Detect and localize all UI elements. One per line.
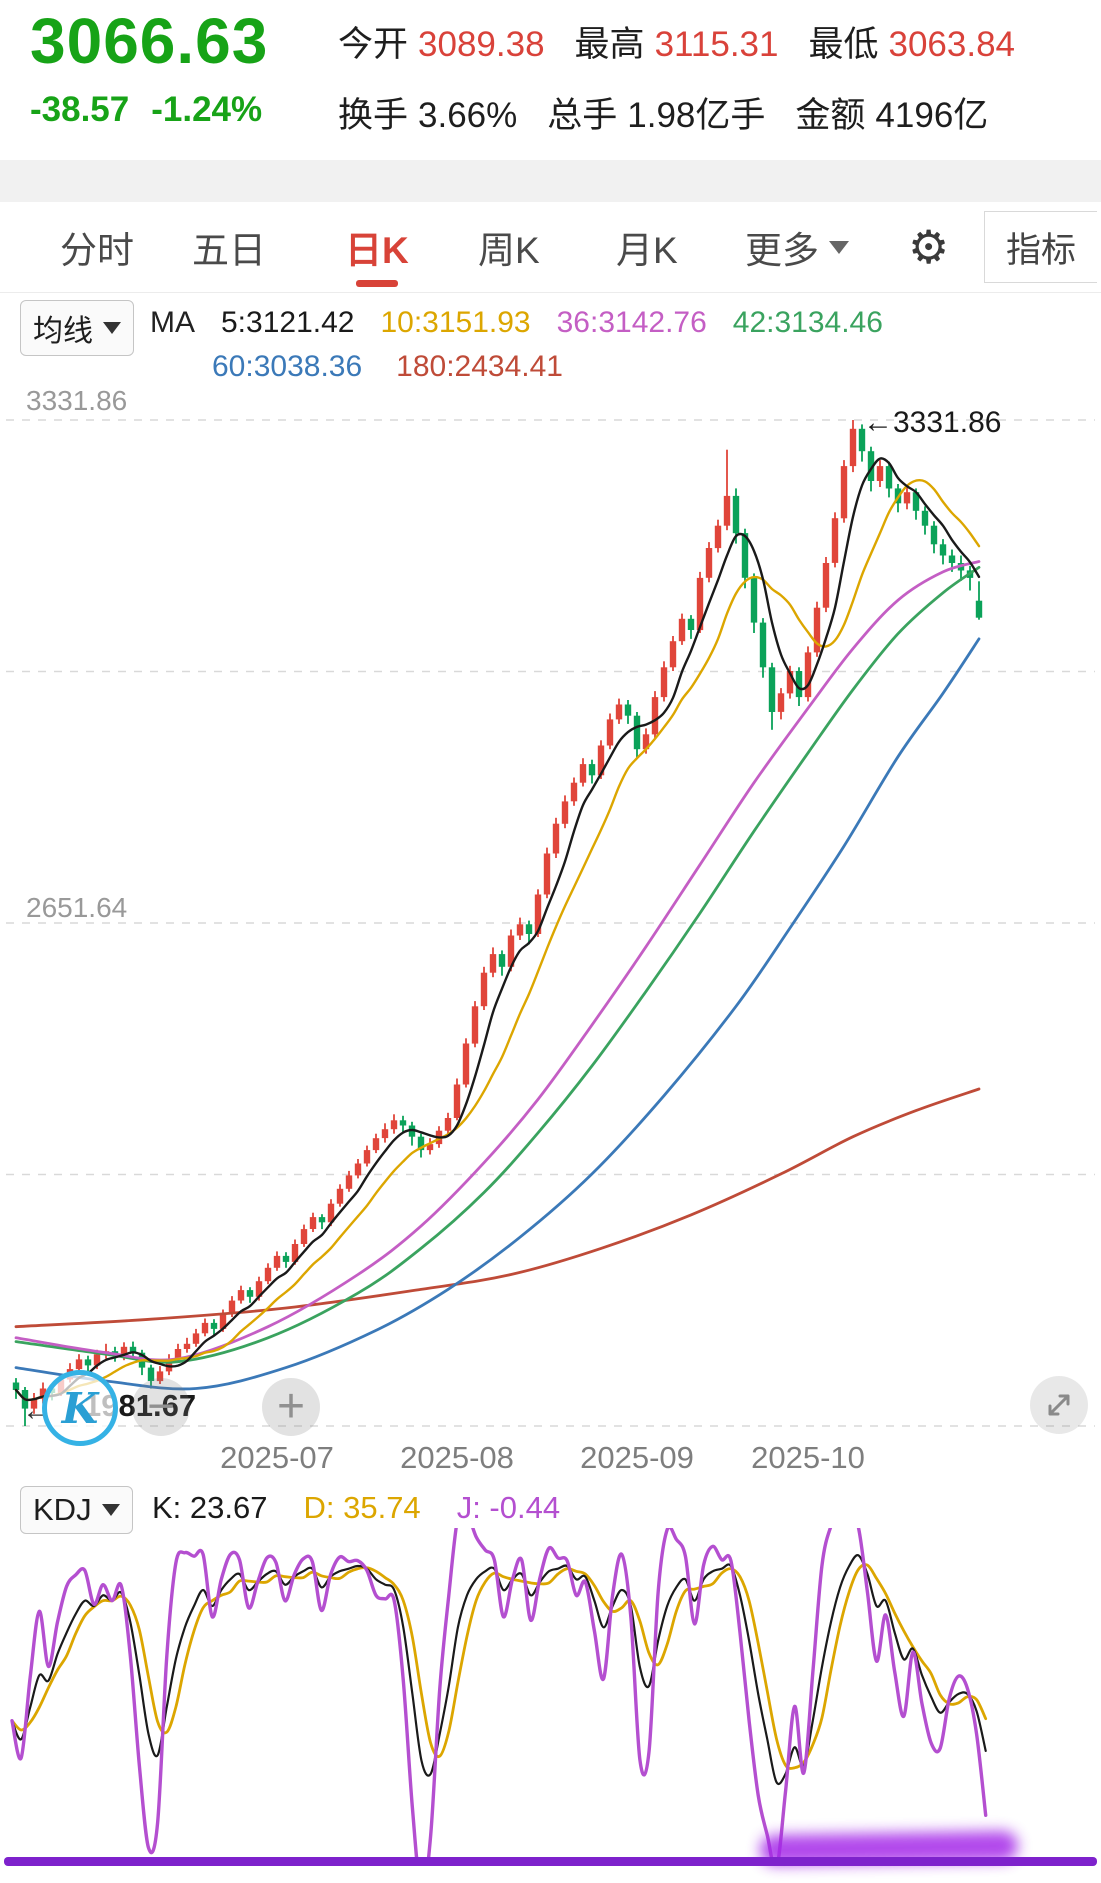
current-price: 3066.63 bbox=[30, 5, 269, 77]
kdj-selector[interactable]: KDJ bbox=[20, 1486, 133, 1534]
tab-daily-k[interactable]: 日K bbox=[345, 202, 409, 292]
ma-prefix: MA bbox=[150, 306, 195, 339]
kdj-chart[interactable] bbox=[0, 1528, 1101, 1860]
kdj-legend: KDJ K: 23.67 D: 35.74 J: -0.44 bbox=[0, 1484, 1101, 1534]
stat-turnover: 换手 3.66% bbox=[338, 87, 517, 138]
stat-value: 3089.38 bbox=[418, 25, 545, 64]
kdj-selector-label: KDJ bbox=[33, 1492, 92, 1527]
stat-label: 最低 bbox=[808, 25, 879, 64]
tab-weekly-k[interactable]: 周K bbox=[478, 230, 540, 271]
kdj-k-value: K: 23.67 bbox=[152, 1490, 268, 1525]
stat-low: 最低 3063.84 bbox=[808, 16, 1015, 67]
svg-text:←3331.86: ←3331.86 bbox=[863, 406, 1001, 439]
svg-text:3331.86: 3331.86 bbox=[26, 386, 127, 416]
stat-high: 最高 3115.31 bbox=[575, 16, 779, 67]
header-divider-strip bbox=[0, 160, 1101, 202]
kdj-values: K: 23.67 D: 35.74 J: -0.44 bbox=[152, 1490, 560, 1526]
chart-period-tabbar: 分时 五日 日K 周K 月K 更多 ⚙ 指标 bbox=[0, 202, 1101, 293]
svg-text:2651.64: 2651.64 bbox=[26, 892, 127, 923]
ma-legend-item: 36:3142.76 bbox=[556, 306, 707, 339]
tab-minute[interactable]: 分时 bbox=[60, 230, 134, 271]
price-change: -38.57 -1.24% bbox=[30, 90, 262, 130]
ma-legend-item: 42:3134.46 bbox=[732, 306, 883, 339]
expand-icon bbox=[1043, 1389, 1075, 1421]
tab-monthly-k[interactable]: 月K bbox=[616, 230, 678, 271]
chevron-down-icon bbox=[101, 1504, 120, 1516]
tab-more[interactable]: 更多 bbox=[745, 202, 849, 292]
stat-value: 3115.31 bbox=[654, 25, 779, 64]
ma-legend-item: 5:3121.42 bbox=[221, 306, 355, 339]
price-change-percent: -1.24% bbox=[151, 90, 263, 129]
chevron-down-icon bbox=[103, 322, 121, 334]
stat-value: 1.98亿手 bbox=[627, 96, 766, 135]
candlestick-chart[interactable]: 3331.86 2651.64 1981.67 ← ←3331.86 bbox=[0, 386, 1101, 1436]
ma-legend-item: 60:3038.36 bbox=[212, 350, 363, 383]
stat-volume: 总手 1.98亿手 bbox=[547, 87, 765, 138]
stat-label: 最高 bbox=[574, 25, 645, 64]
x-axis-label: 2025-07 bbox=[220, 1440, 334, 1475]
expand-button[interactable] bbox=[1030, 1376, 1088, 1434]
stat-open: 今开 3089.38 bbox=[338, 16, 545, 67]
ma-selector-label: 均线 bbox=[33, 315, 93, 348]
ma-legend: 均线 MA 5:3121.42 10:3151.93 36:3142.76 42… bbox=[0, 298, 1101, 388]
price-change-value: -38.57 bbox=[30, 90, 130, 129]
bottom-purple-bar bbox=[4, 1857, 1097, 1866]
x-axis-label: 2025-10 bbox=[751, 1440, 865, 1475]
zoom-out-button[interactable]: − bbox=[132, 1378, 190, 1436]
kdj-j-value: J: -0.44 bbox=[456, 1490, 561, 1525]
kdj-d-value: D: 35.74 bbox=[303, 1490, 421, 1525]
stat-amount: 金额 4196亿 bbox=[795, 87, 988, 138]
ma-legend-row-1: MA 5:3121.42 10:3151.93 36:3142.76 42:31… bbox=[150, 306, 883, 340]
stat-value: 3063.84 bbox=[888, 25, 1016, 64]
chevron-down-icon bbox=[829, 240, 849, 254]
x-axis-label: 2025-09 bbox=[580, 1440, 694, 1475]
header-stats: 今开 3089.38 最高 3115.31 最低 3063.84 换手 3.66% 总手… bbox=[338, 16, 1097, 158]
stat-label: 总手 bbox=[547, 96, 618, 135]
stat-value: 3.66% bbox=[418, 96, 518, 135]
ma-selector[interactable]: 均线 bbox=[20, 300, 134, 356]
zoom-in-button[interactable]: + bbox=[262, 1378, 320, 1436]
stat-label: 今开 bbox=[338, 25, 409, 64]
stats-row-1: 今开 3089.38 最高 3115.31 最低 3063.84 bbox=[338, 16, 1097, 67]
stats-row-2: 换手 3.66% 总手 1.98亿手 金额 4196亿 bbox=[338, 87, 1097, 138]
x-axis: 2025-07 2025-08 2025-09 2025-10 bbox=[0, 1440, 1101, 1482]
indicator-button[interactable]: 指标 bbox=[984, 211, 1097, 283]
ma-legend-row-2: 60:3038.36 180:2434.41 bbox=[212, 350, 563, 384]
stat-label: 金额 bbox=[795, 96, 866, 135]
tab-five-day[interactable]: 五日 bbox=[192, 230, 266, 271]
x-axis-label: 2025-08 bbox=[400, 1440, 514, 1475]
stat-value: 4196亿 bbox=[875, 96, 989, 135]
stat-label: 换手 bbox=[338, 96, 409, 135]
tab-more-label: 更多 bbox=[745, 230, 819, 271]
kline-watermark-badge: K bbox=[42, 1370, 118, 1446]
ma-legend-item: 180:2434.41 bbox=[396, 350, 563, 383]
ma-legend-item: 10:3151.93 bbox=[380, 306, 531, 339]
settings-gear-icon[interactable]: ⚙ bbox=[908, 221, 950, 273]
